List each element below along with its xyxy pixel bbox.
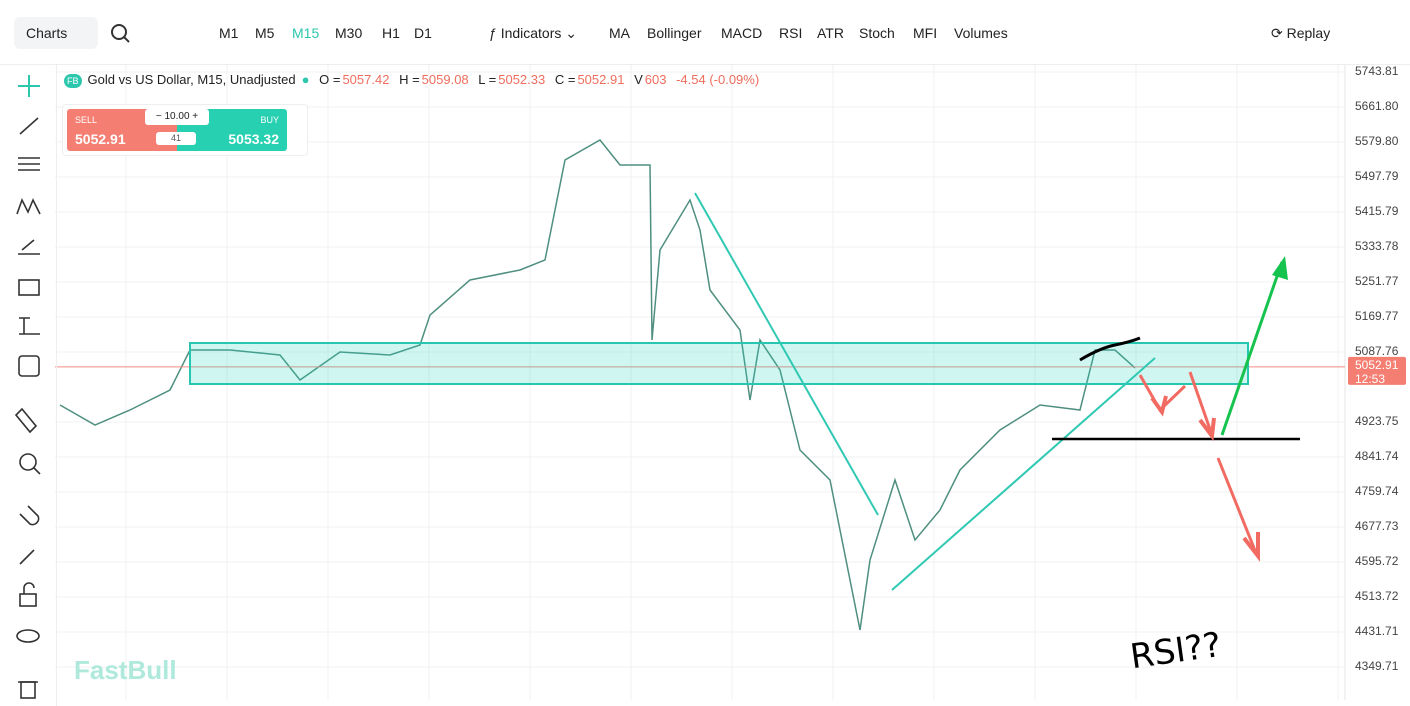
y-tick-label: 4431.71 xyxy=(1355,624,1399,638)
close: 5052.91 xyxy=(577,72,625,87)
y-tick-label: 4595.72 xyxy=(1355,554,1399,568)
timeframe[interactable]: M5 xyxy=(255,25,275,41)
y-tick-label: 4841.74 xyxy=(1355,449,1399,463)
buy-button[interactable]: BUY 5053.32 xyxy=(177,109,287,151)
trend-line xyxy=(694,192,879,516)
study[interactable]: ATR xyxy=(817,25,844,41)
replay[interactable]: ⟳ Replay xyxy=(1271,25,1331,41)
sketch xyxy=(1079,336,1141,362)
y-tick-label: 5415.79 xyxy=(1355,204,1399,218)
lot[interactable]: 10.00 xyxy=(164,111,190,122)
timeframe[interactable]: H1 xyxy=(382,25,400,41)
study[interactable]: RSI xyxy=(779,25,803,41)
high: 5059.08 xyxy=(421,72,469,87)
zone xyxy=(189,342,1249,385)
indicators[interactable]: ƒ Indicators ⌄ xyxy=(489,25,578,41)
trend-line xyxy=(891,357,1156,591)
y-tick-label: 4923.75 xyxy=(1355,414,1399,428)
label: V xyxy=(634,72,643,87)
study[interactable]: MFI xyxy=(913,25,938,41)
spread: 41 xyxy=(156,132,196,145)
toolbar: Charts ƒ Indicators ⌄ ⟳ Replay M1 M5 M15 M3… xyxy=(0,0,1410,65)
sell-label[interactable]: SELL xyxy=(75,115,98,125)
current-price-box xyxy=(1348,356,1406,385)
study[interactable]: MACD xyxy=(721,25,763,41)
sell-price[interactable]: 5052.91 xyxy=(75,131,126,147)
label: L = xyxy=(478,72,497,87)
label: O = xyxy=(319,72,341,87)
timeframe[interactable]: M15 xyxy=(292,25,320,41)
timeframe[interactable]: M30 xyxy=(335,25,363,41)
y-tick-label: 5743.81 xyxy=(1355,64,1399,78)
y-tick-label: 4759.74 xyxy=(1355,484,1399,498)
label: H = xyxy=(399,72,420,87)
label: C = xyxy=(554,72,576,87)
buy-price[interactable]: 5053.32 xyxy=(228,131,279,147)
left-toolbar xyxy=(0,64,57,706)
y-tick-label: 5087.76 xyxy=(1355,344,1399,358)
open: 5057.42 xyxy=(342,72,390,87)
legend: FB Gold vs US Dollar, M15, Unadjusted ● O … xyxy=(64,72,765,88)
buy-label[interactable]: BUY xyxy=(260,115,279,125)
watermark: FastBull xyxy=(74,655,177,685)
y-tick-label: 5333.78 xyxy=(1355,239,1399,253)
volume: 603 xyxy=(644,72,667,87)
arrow-head xyxy=(1272,256,1288,280)
chart-type-label[interactable]: Charts xyxy=(26,25,68,41)
indicators-label[interactable]: Indicators xyxy=(500,25,562,41)
price-line xyxy=(59,139,1136,631)
current-price-label: 5052.91 xyxy=(1355,358,1399,372)
logo: FB xyxy=(64,74,82,88)
tool-icons xyxy=(14,75,41,699)
y-tick-label: 5661.80 xyxy=(1355,99,1399,113)
y-tick-label: 4677.73 xyxy=(1355,519,1399,533)
arrow xyxy=(1220,261,1284,436)
y-tick-label: 5497.79 xyxy=(1355,169,1399,183)
timeframe[interactable]: D1 xyxy=(414,25,432,41)
y-tick-label: 5169.77 xyxy=(1355,309,1399,323)
replay-label[interactable]: Replay xyxy=(1286,25,1331,41)
timeframe[interactable]: M1 xyxy=(219,25,239,41)
y-tick-label: 5251.77 xyxy=(1355,274,1399,288)
change: -4.54 (-0.09%) xyxy=(676,72,760,87)
study[interactable]: Stoch xyxy=(859,25,895,41)
low: 5052.33 xyxy=(498,72,546,87)
y-tick-label: 4349.71 xyxy=(1355,659,1399,673)
study[interactable]: MA xyxy=(609,25,630,41)
y-tick-label: 4513.72 xyxy=(1355,589,1399,603)
trade-panel: SELL 5052.91 BUY 5053.32 − 10.00 + 41 xyxy=(62,104,308,156)
search-icon[interactable] xyxy=(108,21,132,45)
y-tick-label: 5579.80 xyxy=(1355,134,1399,148)
countdown: 12:53 xyxy=(1355,372,1385,386)
study[interactable]: Bollinger xyxy=(647,25,702,41)
dot: ● xyxy=(301,72,310,87)
study[interactable]: Volumes xyxy=(954,25,1008,41)
chart-type[interactable]: Charts xyxy=(14,17,98,49)
annotation: RSI?? xyxy=(1128,625,1224,677)
drawings xyxy=(189,192,1300,591)
lot-input[interactable]: − 10.00 + xyxy=(145,109,209,125)
arrow xyxy=(1138,371,1258,554)
symbol: Gold vs US Dollar, M15, Unadjusted xyxy=(87,72,296,87)
arrow-head xyxy=(1150,395,1260,562)
